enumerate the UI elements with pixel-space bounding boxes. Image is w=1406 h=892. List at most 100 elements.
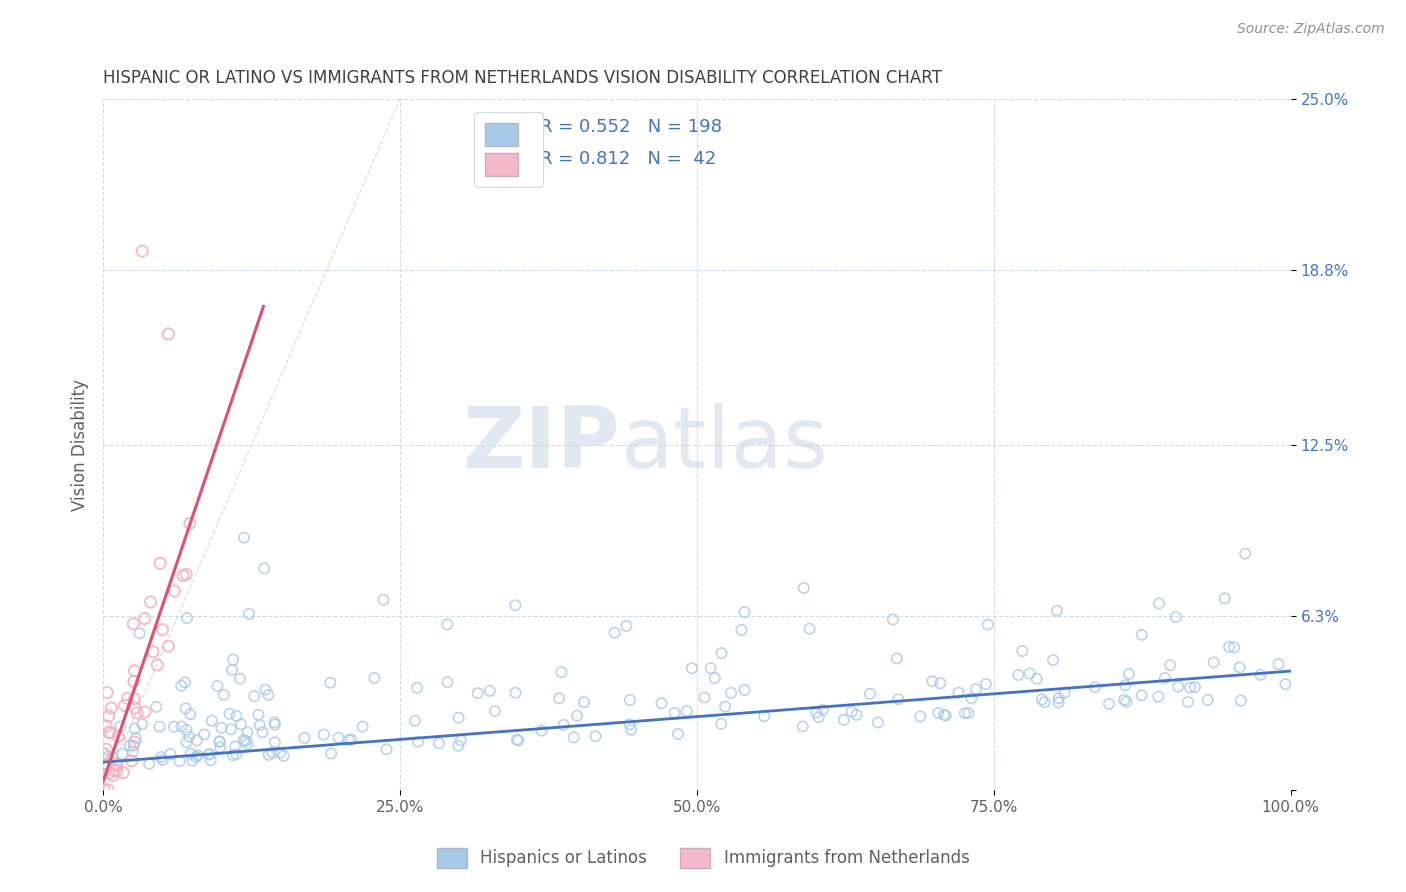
Point bbox=[122, 739, 145, 753]
Point bbox=[146, 658, 169, 673]
Point bbox=[104, 756, 127, 771]
Point bbox=[233, 531, 256, 545]
Point bbox=[530, 723, 553, 738]
Point bbox=[1046, 604, 1069, 618]
Point bbox=[1130, 688, 1153, 702]
Point bbox=[1184, 680, 1206, 694]
Point bbox=[1167, 680, 1189, 694]
Point bbox=[117, 691, 139, 706]
Point bbox=[163, 720, 186, 734]
Point bbox=[105, 758, 128, 772]
Point bbox=[1084, 680, 1107, 694]
Point bbox=[264, 717, 287, 731]
Point bbox=[131, 717, 153, 731]
Point bbox=[375, 742, 398, 756]
Point bbox=[254, 682, 277, 697]
Point bbox=[209, 740, 232, 755]
Y-axis label: Vision Disability: Vision Disability bbox=[72, 378, 89, 510]
Point bbox=[218, 706, 240, 721]
Point bbox=[96, 685, 118, 699]
Point bbox=[1115, 695, 1137, 709]
Point bbox=[273, 748, 295, 763]
Point bbox=[97, 766, 120, 780]
Point bbox=[128, 626, 150, 640]
Point bbox=[957, 706, 980, 721]
Point bbox=[124, 692, 146, 706]
Point bbox=[93, 782, 115, 797]
Point bbox=[257, 747, 280, 762]
Point bbox=[792, 719, 814, 733]
Point bbox=[121, 754, 143, 768]
Point bbox=[650, 697, 672, 711]
Point bbox=[176, 611, 198, 625]
Point bbox=[619, 693, 641, 707]
Point bbox=[406, 735, 429, 749]
Point bbox=[1250, 668, 1272, 682]
Point bbox=[96, 742, 118, 756]
Point bbox=[1098, 697, 1121, 711]
Point bbox=[733, 682, 755, 697]
Point bbox=[616, 619, 638, 633]
Point bbox=[208, 734, 231, 748]
Point bbox=[229, 717, 252, 731]
Point bbox=[262, 746, 284, 760]
Point bbox=[752, 709, 775, 723]
Point bbox=[734, 605, 756, 619]
Point bbox=[666, 727, 689, 741]
Point bbox=[436, 675, 458, 690]
Point bbox=[965, 682, 987, 697]
Point bbox=[935, 708, 957, 723]
Point bbox=[508, 733, 530, 747]
Point bbox=[97, 709, 120, 723]
Point bbox=[212, 688, 235, 702]
Point bbox=[1031, 692, 1053, 706]
Point bbox=[793, 581, 815, 595]
Point bbox=[1147, 596, 1170, 610]
Point bbox=[1218, 640, 1240, 654]
Point bbox=[886, 651, 908, 665]
Point bbox=[710, 646, 733, 660]
Legend: , : , bbox=[474, 112, 543, 187]
Point bbox=[118, 739, 141, 753]
Point bbox=[222, 748, 245, 763]
Point bbox=[693, 690, 716, 705]
Point bbox=[675, 704, 697, 718]
Point bbox=[180, 747, 202, 761]
Point bbox=[236, 725, 259, 739]
Point bbox=[238, 607, 260, 621]
Point bbox=[1007, 668, 1029, 682]
Point bbox=[866, 715, 889, 730]
Point bbox=[294, 731, 316, 745]
Point bbox=[562, 731, 585, 745]
Point bbox=[467, 686, 489, 700]
Point bbox=[1018, 666, 1040, 681]
Point bbox=[93, 747, 115, 762]
Point bbox=[174, 675, 197, 690]
Text: HISPANIC OR LATINO VS IMMIGRANTS FROM NETHERLANDS VISION DISABILITY CORRELATION : HISPANIC OR LATINO VS IMMIGRANTS FROM NE… bbox=[103, 69, 942, 87]
Point bbox=[225, 709, 247, 723]
Point bbox=[799, 622, 821, 636]
Point bbox=[337, 733, 360, 747]
Point bbox=[427, 736, 450, 750]
Point bbox=[170, 719, 193, 733]
Point bbox=[101, 750, 124, 764]
Point bbox=[134, 611, 156, 625]
Point bbox=[235, 734, 257, 748]
Point bbox=[1033, 695, 1056, 709]
Point bbox=[229, 672, 252, 686]
Point bbox=[436, 617, 458, 632]
Point bbox=[103, 764, 125, 778]
Point bbox=[553, 718, 575, 732]
Point bbox=[100, 725, 122, 739]
Point bbox=[620, 723, 643, 737]
Point bbox=[1202, 656, 1225, 670]
Point bbox=[110, 719, 132, 733]
Point bbox=[703, 671, 725, 685]
Point bbox=[208, 734, 231, 748]
Point bbox=[806, 706, 828, 720]
Point bbox=[224, 739, 246, 754]
Point bbox=[404, 714, 426, 728]
Point bbox=[170, 679, 193, 693]
Point bbox=[219, 723, 242, 737]
Point bbox=[247, 707, 270, 722]
